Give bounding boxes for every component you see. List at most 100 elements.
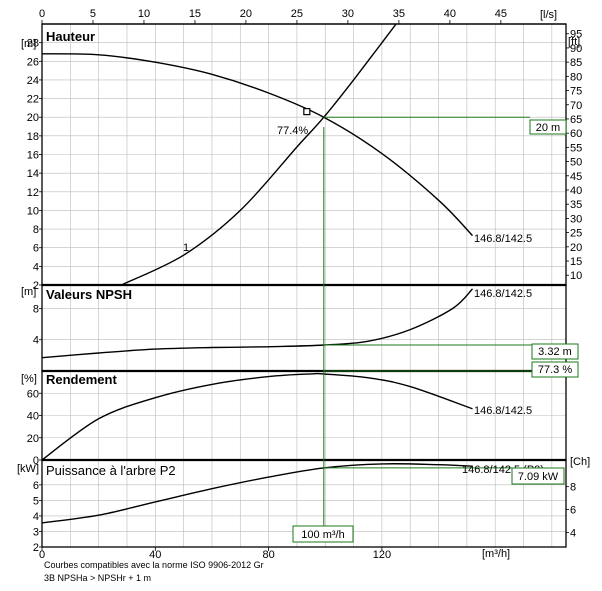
duty-value-puissance: 7.09 kW [518,471,559,483]
right-tick-label: 10 [570,270,582,282]
top-tick-label: 5 [90,8,96,20]
value-boxes: 20 m 3.32 m 77.3 % 7.09 kW 100 m³/h [292,119,579,543]
right-tick-label: 6 [570,505,576,517]
panel-title-rendement: Rendement [46,372,117,387]
left-tick-label: 26 [27,56,39,68]
right-tick-label: 90 [570,43,582,55]
left-tick-label: 0 [33,455,39,467]
hauteur-right-unit: [ft] [568,36,580,48]
curve-npsh-pump [42,288,474,359]
duty-value-hauteur: 20 m [536,122,560,134]
hauteur-left-unit: [m] [21,38,36,50]
efficiency-label-hauteur: 77.4% [277,125,308,137]
left-tick-label: 4 [33,335,39,347]
curves [42,24,474,524]
footer-line-1: Courbes compatibles avec la norme ISO 99… [44,560,264,570]
flow-value: 100 m³/h [301,529,344,541]
top-tick-label: 25 [291,8,303,20]
right-tick-label: 65 [570,114,582,126]
curve-label-hauteur: 146.8/142.5 [474,233,532,245]
right-tick-label: 85 [570,57,582,69]
duty-box-npsh: 3.32 m [531,343,579,360]
left-tick-label: 4 [33,261,39,273]
left-tick-label: 2 [33,280,39,292]
right-tick-label: 80 [570,71,582,83]
top-axis-unit: [l/s] [540,9,557,21]
bottom-tick-label: 80 [262,549,274,561]
bottom-tick-label: 0 [39,549,45,561]
left-tick-label: 12 [27,187,39,199]
duty-box-hauteur: 20 m [529,119,567,135]
top-tick-label: 0 [39,8,45,20]
right-tick-label: 4 [570,527,576,539]
bottom-axis-unit: [m³/h] [482,548,510,560]
left-tick-label: 20 [27,433,39,445]
right-tick-label: 30 [570,213,582,225]
left-tick-label: 4 [33,511,39,523]
right-tick-label: 95 [570,29,582,41]
left-tick-label: 3 [33,526,39,538]
right-tick-label: 60 [570,128,582,140]
top-tick-label: 10 [138,8,150,20]
curve-hauteur-system [120,24,397,285]
left-tick-label: 16 [27,150,39,162]
right-tick-label: 70 [570,100,582,112]
npsh-left-unit: [m] [21,286,36,298]
top-tick-label: 35 [393,8,405,20]
footer-line-2: 3B NPSHa > NPSHr + 1 m [44,573,151,583]
left-tick-label: 2 [33,542,39,554]
left-tick-label: 8 [33,303,39,315]
right-tick-label: 55 [570,142,582,154]
curve-label-rendement: 146.8/142.5 [474,405,532,417]
right-tick-label: 20 [570,242,582,254]
curve-label-npsh: 146.8/142.5 [474,288,532,300]
right-tick-label: 25 [570,228,582,240]
axis-ticks: 2468101214161820222426284802040602345610… [27,8,583,561]
rendement-left-unit: [%] [21,373,37,385]
left-tick-label: 8 [33,224,39,236]
left-tick-label: 24 [27,75,39,87]
panel-title-puissance: Puissance à l'arbre P2 [46,463,176,478]
right-tick-label: 50 [570,157,582,169]
right-tick-label: 40 [570,185,582,197]
left-tick-label: 60 [27,388,39,400]
best-efficiency-marker [303,108,311,116]
left-tick-label: 6 [33,480,39,492]
top-tick-label: 40 [444,8,456,20]
top-tick-label: 45 [495,8,507,20]
left-tick-label: 5 [33,495,39,507]
left-tick-label: 6 [33,243,39,255]
right-tick-label: 75 [570,86,582,98]
duty-box-puissance: 7.09 kW [511,467,565,485]
duty-value-npsh: 3.32 m [538,346,572,358]
left-tick-label: 40 [27,411,39,423]
puissance-right-unit: [Ch] [570,456,590,468]
duty-value-rendement: 77.3 % [538,364,572,376]
right-tick-label: 45 [570,171,582,183]
right-tick-label: 15 [570,256,582,268]
top-tick-label: 15 [189,8,201,20]
left-tick-label: 20 [27,112,39,124]
bottom-tick-label: 40 [149,549,161,561]
flow-box: 100 m³/h [292,525,354,543]
panel-frames [41,23,567,548]
bottom-tick-label: 120 [373,549,391,561]
left-tick-label: 22 [27,94,39,106]
texts: Hauteur Valeurs NPSH Rendement Puissance… [17,9,590,583]
right-tick-label: 8 [570,482,576,494]
top-tick-label: 20 [240,8,252,20]
left-tick-label: 10 [27,205,39,217]
left-tick-label: 18 [27,131,39,143]
right-tick-label: 35 [570,199,582,211]
curve-puissance-pump [42,463,473,524]
curve-hauteur-pump [42,53,474,237]
panel-title-hauteur: Hauteur [46,29,95,44]
left-tick-label: 14 [27,168,39,180]
system-curve-label: 1 [183,242,189,254]
left-tick-label: 28 [27,38,39,50]
duty-box-rendement: 77.3 % [531,361,579,378]
curve-rendement-pump [42,372,473,460]
operating-point-marks [303,108,532,526]
top-tick-label: 30 [342,8,354,20]
